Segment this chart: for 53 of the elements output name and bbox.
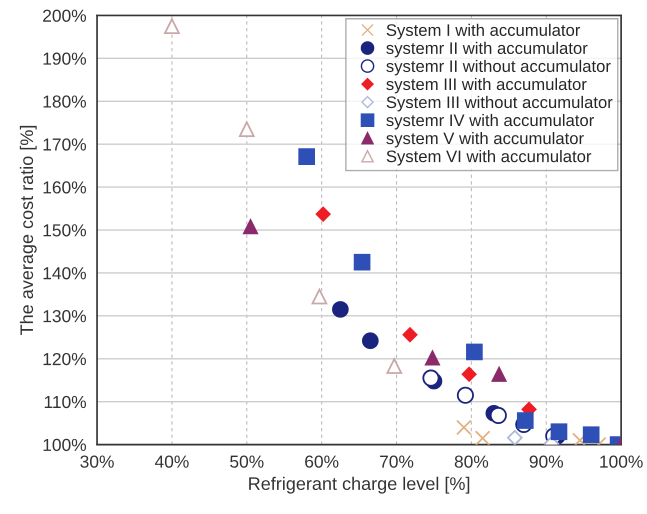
point xyxy=(424,350,440,366)
point xyxy=(456,386,474,404)
point xyxy=(386,358,402,374)
legend-label: System III without accumulator xyxy=(386,96,613,112)
y-tick-label: 110% xyxy=(44,396,86,408)
y-tick-label: 130% xyxy=(44,310,86,322)
x-tick-label: 60% xyxy=(305,455,338,468)
x-tick-label: 80% xyxy=(454,455,488,468)
x-tick-label: 50% xyxy=(230,455,264,468)
point xyxy=(466,344,483,360)
legend-label: System VI with accumulator xyxy=(386,150,592,166)
x-tick-label: 100% xyxy=(600,455,643,468)
legend-label: systemr II with accumulator xyxy=(386,42,588,58)
point xyxy=(507,430,523,445)
point xyxy=(462,366,477,382)
point xyxy=(402,327,418,342)
x-tick-label: 40% xyxy=(154,455,189,468)
point xyxy=(298,148,316,165)
point xyxy=(550,423,568,440)
point xyxy=(582,426,600,444)
legend-label: System I with accumulator xyxy=(386,24,580,40)
point xyxy=(316,206,331,222)
point xyxy=(474,430,490,445)
point xyxy=(242,218,258,234)
legend-label: systemr II without accumulator xyxy=(386,60,611,76)
point xyxy=(238,121,255,138)
point xyxy=(456,420,472,436)
y-tick-label: 160% xyxy=(44,181,86,194)
x-axis-title: Refrigerant charge level [%] xyxy=(249,476,470,494)
point xyxy=(354,254,370,271)
point xyxy=(312,288,328,304)
y-tick-label: 100% xyxy=(44,438,86,452)
x-tick-label: 70% xyxy=(380,455,414,468)
legend-label: systemr IV with accumulator xyxy=(386,114,594,130)
y-axis-title: The average cost ratio [%] xyxy=(20,126,37,335)
y-tick-label: 190% xyxy=(44,52,86,65)
legend-label: system V with accumulator xyxy=(386,132,584,148)
x-tick-label: 30% xyxy=(80,455,114,468)
y-tick-label: 180% xyxy=(44,95,86,108)
point xyxy=(490,406,507,424)
y-tick-label: 170% xyxy=(44,138,86,151)
legend-label: system III with accumulator xyxy=(386,78,587,94)
point xyxy=(491,366,507,382)
y-tick-label: 120% xyxy=(44,352,86,366)
point xyxy=(362,332,379,350)
point xyxy=(332,301,349,318)
point xyxy=(422,370,440,387)
x-tick-label: 90% xyxy=(530,455,564,468)
y-tick-label: 150% xyxy=(44,224,86,236)
y-tick-label: 200% xyxy=(43,10,86,22)
y-tick-label: 140% xyxy=(44,267,86,280)
point xyxy=(164,18,180,34)
point xyxy=(516,412,534,429)
